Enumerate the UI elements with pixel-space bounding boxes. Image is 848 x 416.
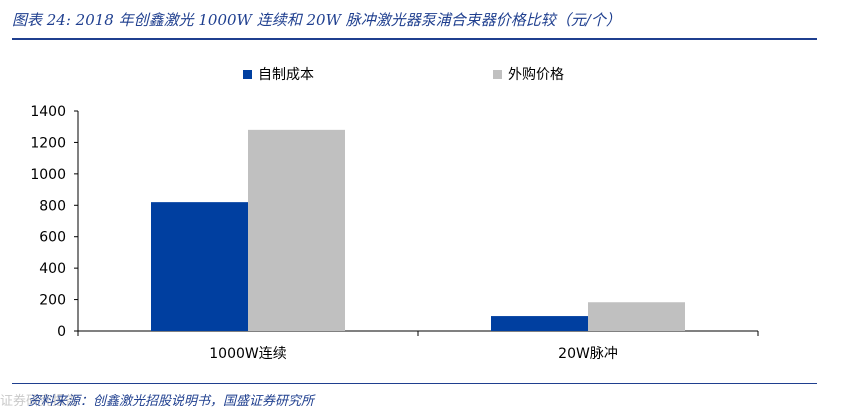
bar-self-made-cost <box>151 202 248 331</box>
y-tick-label: 400 <box>39 261 66 277</box>
legend-label: 自制成本 <box>258 67 314 83</box>
bar-chart: 自制成本 外购价格 0 200 400 600 800 1000 1200 1400 1000W连… <box>30 67 759 362</box>
y-tick-label: 1200 <box>30 135 66 151</box>
legend-swatch <box>493 70 502 79</box>
bar-purchase-price <box>248 129 345 331</box>
watermark: 证券研究报告 <box>0 394 79 409</box>
bars <box>151 129 685 331</box>
footer-rule <box>12 383 817 384</box>
bar-self-made-cost <box>491 316 588 331</box>
y-tick-label: 0 <box>57 324 66 340</box>
figure-title: 图表 24: 2018 年创鑫激光 1000W 连续和 20W 脉冲激光器泵浦合… <box>12 11 621 29</box>
y-tick-label: 1400 <box>30 104 66 120</box>
legend-swatch <box>243 70 252 79</box>
y-tick-label: 1000 <box>30 167 66 183</box>
legend-label: 外购价格 <box>508 67 564 83</box>
x-tick-label: 20W脉冲 <box>558 346 618 362</box>
source-note: 资料来源：创鑫激光招股说明书，国盛证券研究所 <box>28 394 315 409</box>
bar-purchase-price <box>588 302 685 331</box>
y-tick-label: 200 <box>39 293 66 309</box>
legend: 自制成本 外购价格 <box>243 67 564 83</box>
x-tick-label: 1000W连续 <box>209 345 286 362</box>
y-tick-label: 800 <box>39 198 66 214</box>
title-rule <box>12 38 817 40</box>
axes: 0 200 400 600 800 1000 1200 1400 1000W连续 20W脉冲 <box>30 104 759 362</box>
y-tick-label: 600 <box>39 230 66 246</box>
